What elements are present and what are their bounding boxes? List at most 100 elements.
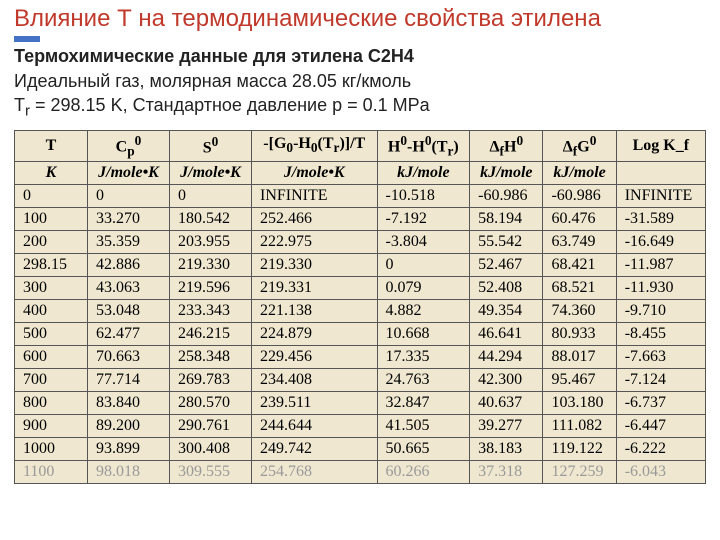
table-row: 50062.477246.215224.87910.66846.64180.93… [15, 323, 706, 346]
table-cell: 180.542 [170, 208, 252, 231]
table-cell: 244.644 [252, 415, 378, 438]
sub-line-2: Идеальный газ, молярная масса 28.05 кг/к… [14, 71, 411, 91]
table-cell: 42.300 [470, 369, 543, 392]
col-Kf: Log K_f [616, 130, 705, 162]
table-cell: 0 [88, 185, 170, 208]
table-cell: 52.467 [470, 254, 543, 277]
table-cell: 40.637 [470, 392, 543, 415]
table-cell: 500 [15, 323, 88, 346]
table-cell: 0 [15, 185, 88, 208]
table-cell: 234.408 [252, 369, 378, 392]
table-cell: -3.804 [377, 231, 470, 254]
table-cell: 0 [170, 185, 252, 208]
table-cell: 203.955 [170, 231, 252, 254]
table-cell: 83.840 [88, 392, 170, 415]
unit-kJ1: kJ/mole [377, 162, 470, 185]
unit-empty [616, 162, 705, 185]
table-cell: 229.456 [252, 346, 378, 369]
table-cell: 246.215 [170, 323, 252, 346]
table-cell: 800 [15, 392, 88, 415]
table-cell: 219.330 [170, 254, 252, 277]
table-cell: 239.511 [252, 392, 378, 415]
table-cell: 74.360 [543, 300, 616, 323]
col-T: T [15, 130, 88, 162]
table-cell: 37.318 [470, 461, 543, 484]
unit-JmK2: J/mole•K [170, 162, 252, 185]
table-cell: 4.882 [377, 300, 470, 323]
table-cell: 62.477 [88, 323, 170, 346]
table-cell: 41.505 [377, 415, 470, 438]
table-cell: -60.986 [543, 185, 616, 208]
table-cell: 1100 [15, 461, 88, 484]
table-cell: 98.018 [88, 461, 170, 484]
table-cell: 269.783 [170, 369, 252, 392]
table-row: 30043.063219.596219.3310.07952.40868.521… [15, 277, 706, 300]
table-cell: 103.180 [543, 392, 616, 415]
table-cell: 309.555 [170, 461, 252, 484]
unit-JmK3: J/mole•K [252, 162, 378, 185]
table-header-row-2: K J/mole•K J/mole•K J/mole•K kJ/mole kJ/… [15, 162, 706, 185]
table-cell: 60.266 [377, 461, 470, 484]
col-H: H0-H0(Tr) [377, 130, 470, 162]
table-cell: 49.354 [470, 300, 543, 323]
table-cell: -11.930 [616, 277, 705, 300]
table-cell: 219.596 [170, 277, 252, 300]
table-row: 90089.200290.761244.64441.50539.277111.0… [15, 415, 706, 438]
table-cell: -11.987 [616, 254, 705, 277]
unit-kJ2: kJ/mole [470, 162, 543, 185]
table-cell: 52.408 [470, 277, 543, 300]
unit-K: K [15, 162, 88, 185]
table-cell: 224.879 [252, 323, 378, 346]
table-cell: 0 [377, 254, 470, 277]
table-cell: 42.886 [88, 254, 170, 277]
table-cell: 111.082 [543, 415, 616, 438]
table-cell: INFINITE [252, 185, 378, 208]
table-cell: 300.408 [170, 438, 252, 461]
table-header-row-1: T Cp0 S0 -[G0-H0(Tr)]/T H0-H0(Tr) ΔfH0 Δ… [15, 130, 706, 162]
table-cell: 44.294 [470, 346, 543, 369]
table-cell: 219.330 [252, 254, 378, 277]
table-cell: 17.335 [377, 346, 470, 369]
table-cell: 68.521 [543, 277, 616, 300]
table-cell: 222.975 [252, 231, 378, 254]
table-cell: 249.742 [252, 438, 378, 461]
table-cell: 298.15 [15, 254, 88, 277]
table-cell: 127.259 [543, 461, 616, 484]
table-row: 80083.840280.570239.51132.84740.637103.1… [15, 392, 706, 415]
table-cell: 219.331 [252, 277, 378, 300]
table-cell: 53.048 [88, 300, 170, 323]
page-title: Влияние Т на термодинамические свойства … [14, 6, 706, 32]
table-row: 20035.359203.955222.975-3.80455.54263.74… [15, 231, 706, 254]
table-cell: -6.043 [616, 461, 705, 484]
table-cell: 600 [15, 346, 88, 369]
col-G: -[G0-H0(Tr)]/T [252, 130, 378, 162]
table-cell: -7.124 [616, 369, 705, 392]
table-row: 40053.048233.343221.1384.88249.35474.360… [15, 300, 706, 323]
table-cell: -60.986 [470, 185, 543, 208]
table-cell: 1000 [15, 438, 88, 461]
table-cell: 58.194 [470, 208, 543, 231]
sub-heading: Термохимические данные для этилена С2Н4 [14, 46, 414, 66]
table-cell: 280.570 [170, 392, 252, 415]
table-cell: 68.421 [543, 254, 616, 277]
table-cell: 300 [15, 277, 88, 300]
table-cell: 900 [15, 415, 88, 438]
table-cell: 60.476 [543, 208, 616, 231]
table-cell: 32.847 [377, 392, 470, 415]
table-cell: 200 [15, 231, 88, 254]
table-cell: 233.343 [170, 300, 252, 323]
table-cell: 0.079 [377, 277, 470, 300]
table-cell: -8.455 [616, 323, 705, 346]
table-cell: -6.447 [616, 415, 705, 438]
table-cell: 252.466 [252, 208, 378, 231]
col-S: S0 [170, 130, 252, 162]
table-cell: 700 [15, 369, 88, 392]
table-cell: -31.589 [616, 208, 705, 231]
subtitle-block: Термохимические данные для этилена С2Н4 … [14, 44, 706, 121]
table-cell: 88.017 [543, 346, 616, 369]
table-cell: 50.665 [377, 438, 470, 461]
table-cell: 35.359 [88, 231, 170, 254]
table-cell: 63.749 [543, 231, 616, 254]
unit-JmK1: J/mole•K [88, 162, 170, 185]
table-cell: 38.183 [470, 438, 543, 461]
